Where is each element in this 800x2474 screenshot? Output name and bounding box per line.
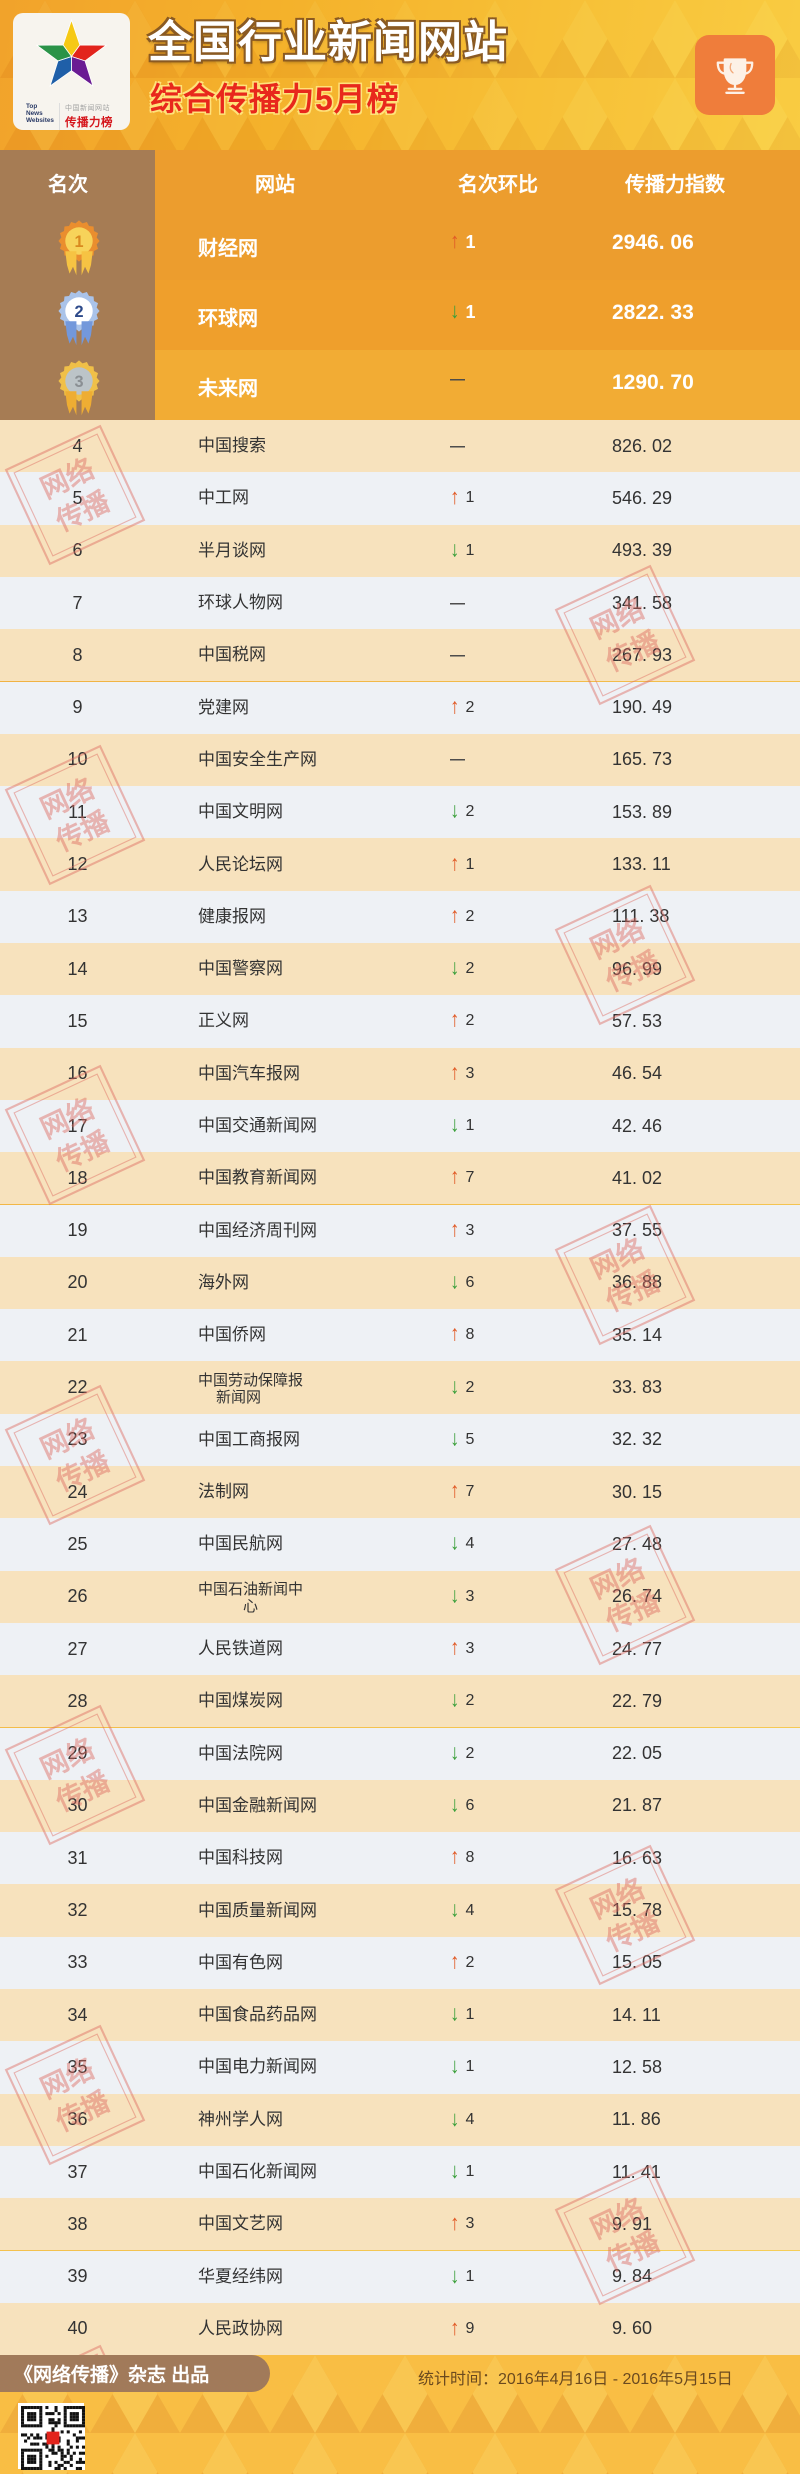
svg-text:1: 1 bbox=[74, 233, 83, 251]
svg-text:2: 2 bbox=[74, 303, 83, 321]
svg-text:3: 3 bbox=[74, 373, 83, 391]
